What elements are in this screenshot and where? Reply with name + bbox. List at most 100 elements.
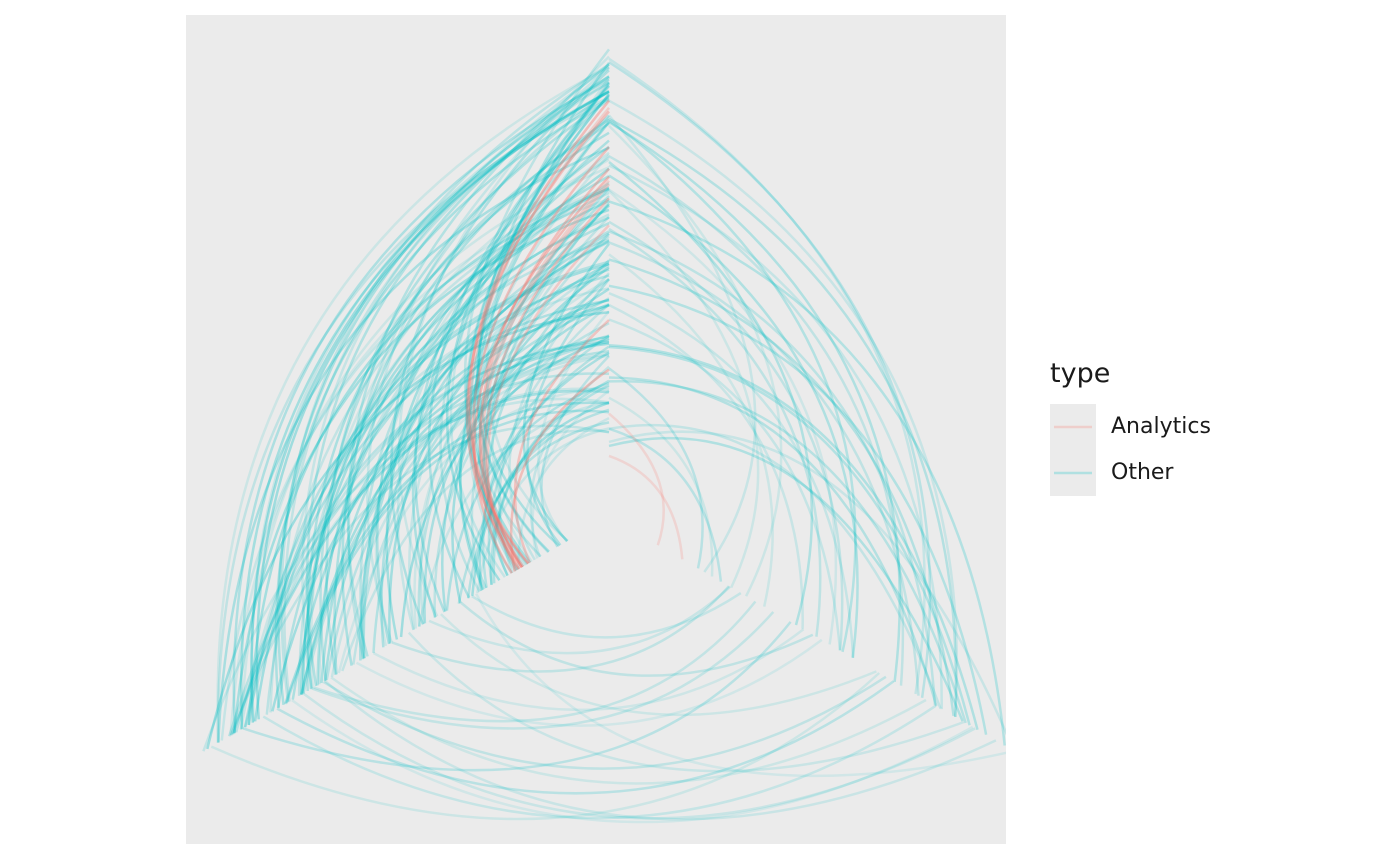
- edge-other: [537, 310, 610, 543]
- edge-other: [299, 350, 610, 696]
- edge-other: [418, 401, 610, 627]
- edge-other: [210, 672, 881, 821]
- edge-analytics: [513, 319, 610, 564]
- edge-other: [262, 704, 937, 820]
- edge-other: [608, 124, 783, 597]
- edge-other: [320, 268, 610, 684]
- edge-other: [471, 401, 610, 597]
- hive-plot: [186, 15, 1016, 844]
- edge-other: [475, 593, 1015, 778]
- edge-other: [486, 259, 610, 577]
- edge-other: [427, 94, 610, 599]
- edge-other: [318, 213, 610, 685]
- edge-other: [291, 304, 610, 700]
- edge-other: [247, 187, 610, 726]
- edge-other: [608, 57, 926, 695]
- edge-other: [385, 167, 610, 640]
- edge-other: [608, 227, 822, 637]
- edge-analytics: [465, 110, 610, 569]
- edge-other: [411, 139, 610, 618]
- legend-key-other: [1050, 450, 1096, 496]
- edge-other: [276, 274, 610, 709]
- edge-other: [529, 365, 610, 558]
- edge-other: [413, 278, 610, 629]
- edge-other: [608, 220, 844, 651]
- edge-other: [414, 114, 610, 613]
- edge-other: [608, 174, 859, 658]
- edge-other: [477, 62, 611, 547]
- edge-other: [608, 230, 937, 706]
- panel-background: [186, 15, 1006, 844]
- edge-other: [239, 166, 610, 730]
- edge-other: [608, 376, 938, 707]
- edge-other: [250, 81, 610, 723]
- edge-other: [330, 354, 610, 678]
- edge-other: [608, 344, 979, 731]
- edge-other: [229, 424, 610, 736]
- edge-other: [608, 292, 855, 658]
- edge-other: [417, 297, 610, 627]
- edge-other: [359, 182, 610, 659]
- edge-analytics: [467, 99, 610, 565]
- edge-other: [374, 156, 610, 647]
- edge-analytics: [473, 175, 610, 574]
- edge-other: [232, 78, 610, 734]
- edge-other: [239, 287, 610, 730]
- edge-other: [464, 93, 610, 566]
- edge-other: [325, 340, 610, 681]
- edge-other: [508, 272, 610, 561]
- edge-other: [243, 299, 610, 728]
- edge-other: [300, 335, 610, 695]
- edge-other: [206, 311, 610, 750]
- edge-other: [478, 351, 610, 592]
- edge-other: [608, 345, 971, 726]
- edge-other: [291, 699, 974, 824]
- legend-title: type: [1050, 358, 1111, 389]
- legend-label-other: Other: [1111, 460, 1174, 485]
- edge-other: [253, 262, 610, 722]
- edge-other: [407, 631, 965, 773]
- edge-other: [316, 222, 610, 686]
- edge-other: [352, 334, 610, 665]
- edge-other: [475, 81, 610, 553]
- edge-other: [228, 372, 610, 737]
- edge-other: [234, 341, 610, 733]
- edge-other: [323, 298, 610, 682]
- edge-other: [362, 239, 610, 659]
- edge-other: [337, 386, 610, 674]
- edge-other: [482, 203, 610, 571]
- edge-other: [608, 430, 1016, 752]
- edge-other: [608, 99, 959, 717]
- edge-other: [608, 188, 838, 645]
- edge-other: [608, 119, 857, 653]
- edge-other: [309, 158, 610, 689]
- edge-other: [487, 345, 610, 585]
- edge-other: [274, 97, 610, 708]
- edge-other: [491, 201, 610, 563]
- edge-other: [608, 200, 1006, 746]
- edge-other: [522, 243, 610, 542]
- edge-other: [608, 423, 942, 709]
- edge-other: [473, 121, 610, 564]
- edge-other: [359, 240, 610, 661]
- edge-other: [216, 96, 610, 743]
- edge-other: [397, 55, 610, 617]
- edge-other: [482, 334, 610, 588]
- edge-other: [608, 436, 964, 722]
- edge-other: [439, 116, 610, 593]
- edge-other: [347, 89, 610, 659]
- edge-other: [468, 120, 610, 568]
- edge-other: [372, 303, 610, 653]
- edge-other: [608, 258, 955, 717]
- edge-other: [408, 235, 610, 630]
- edge-other: [433, 321, 610, 618]
- edge-other: [230, 387, 610, 736]
- edge-other: [608, 161, 814, 626]
- edge-other: [449, 85, 610, 578]
- edge-analytics: [510, 368, 610, 572]
- edge-other: [468, 154, 610, 574]
- edge-other: [301, 66, 610, 689]
- edge-other: [492, 379, 610, 584]
- edge-other: [232, 208, 610, 734]
- edge-other: [242, 621, 792, 772]
